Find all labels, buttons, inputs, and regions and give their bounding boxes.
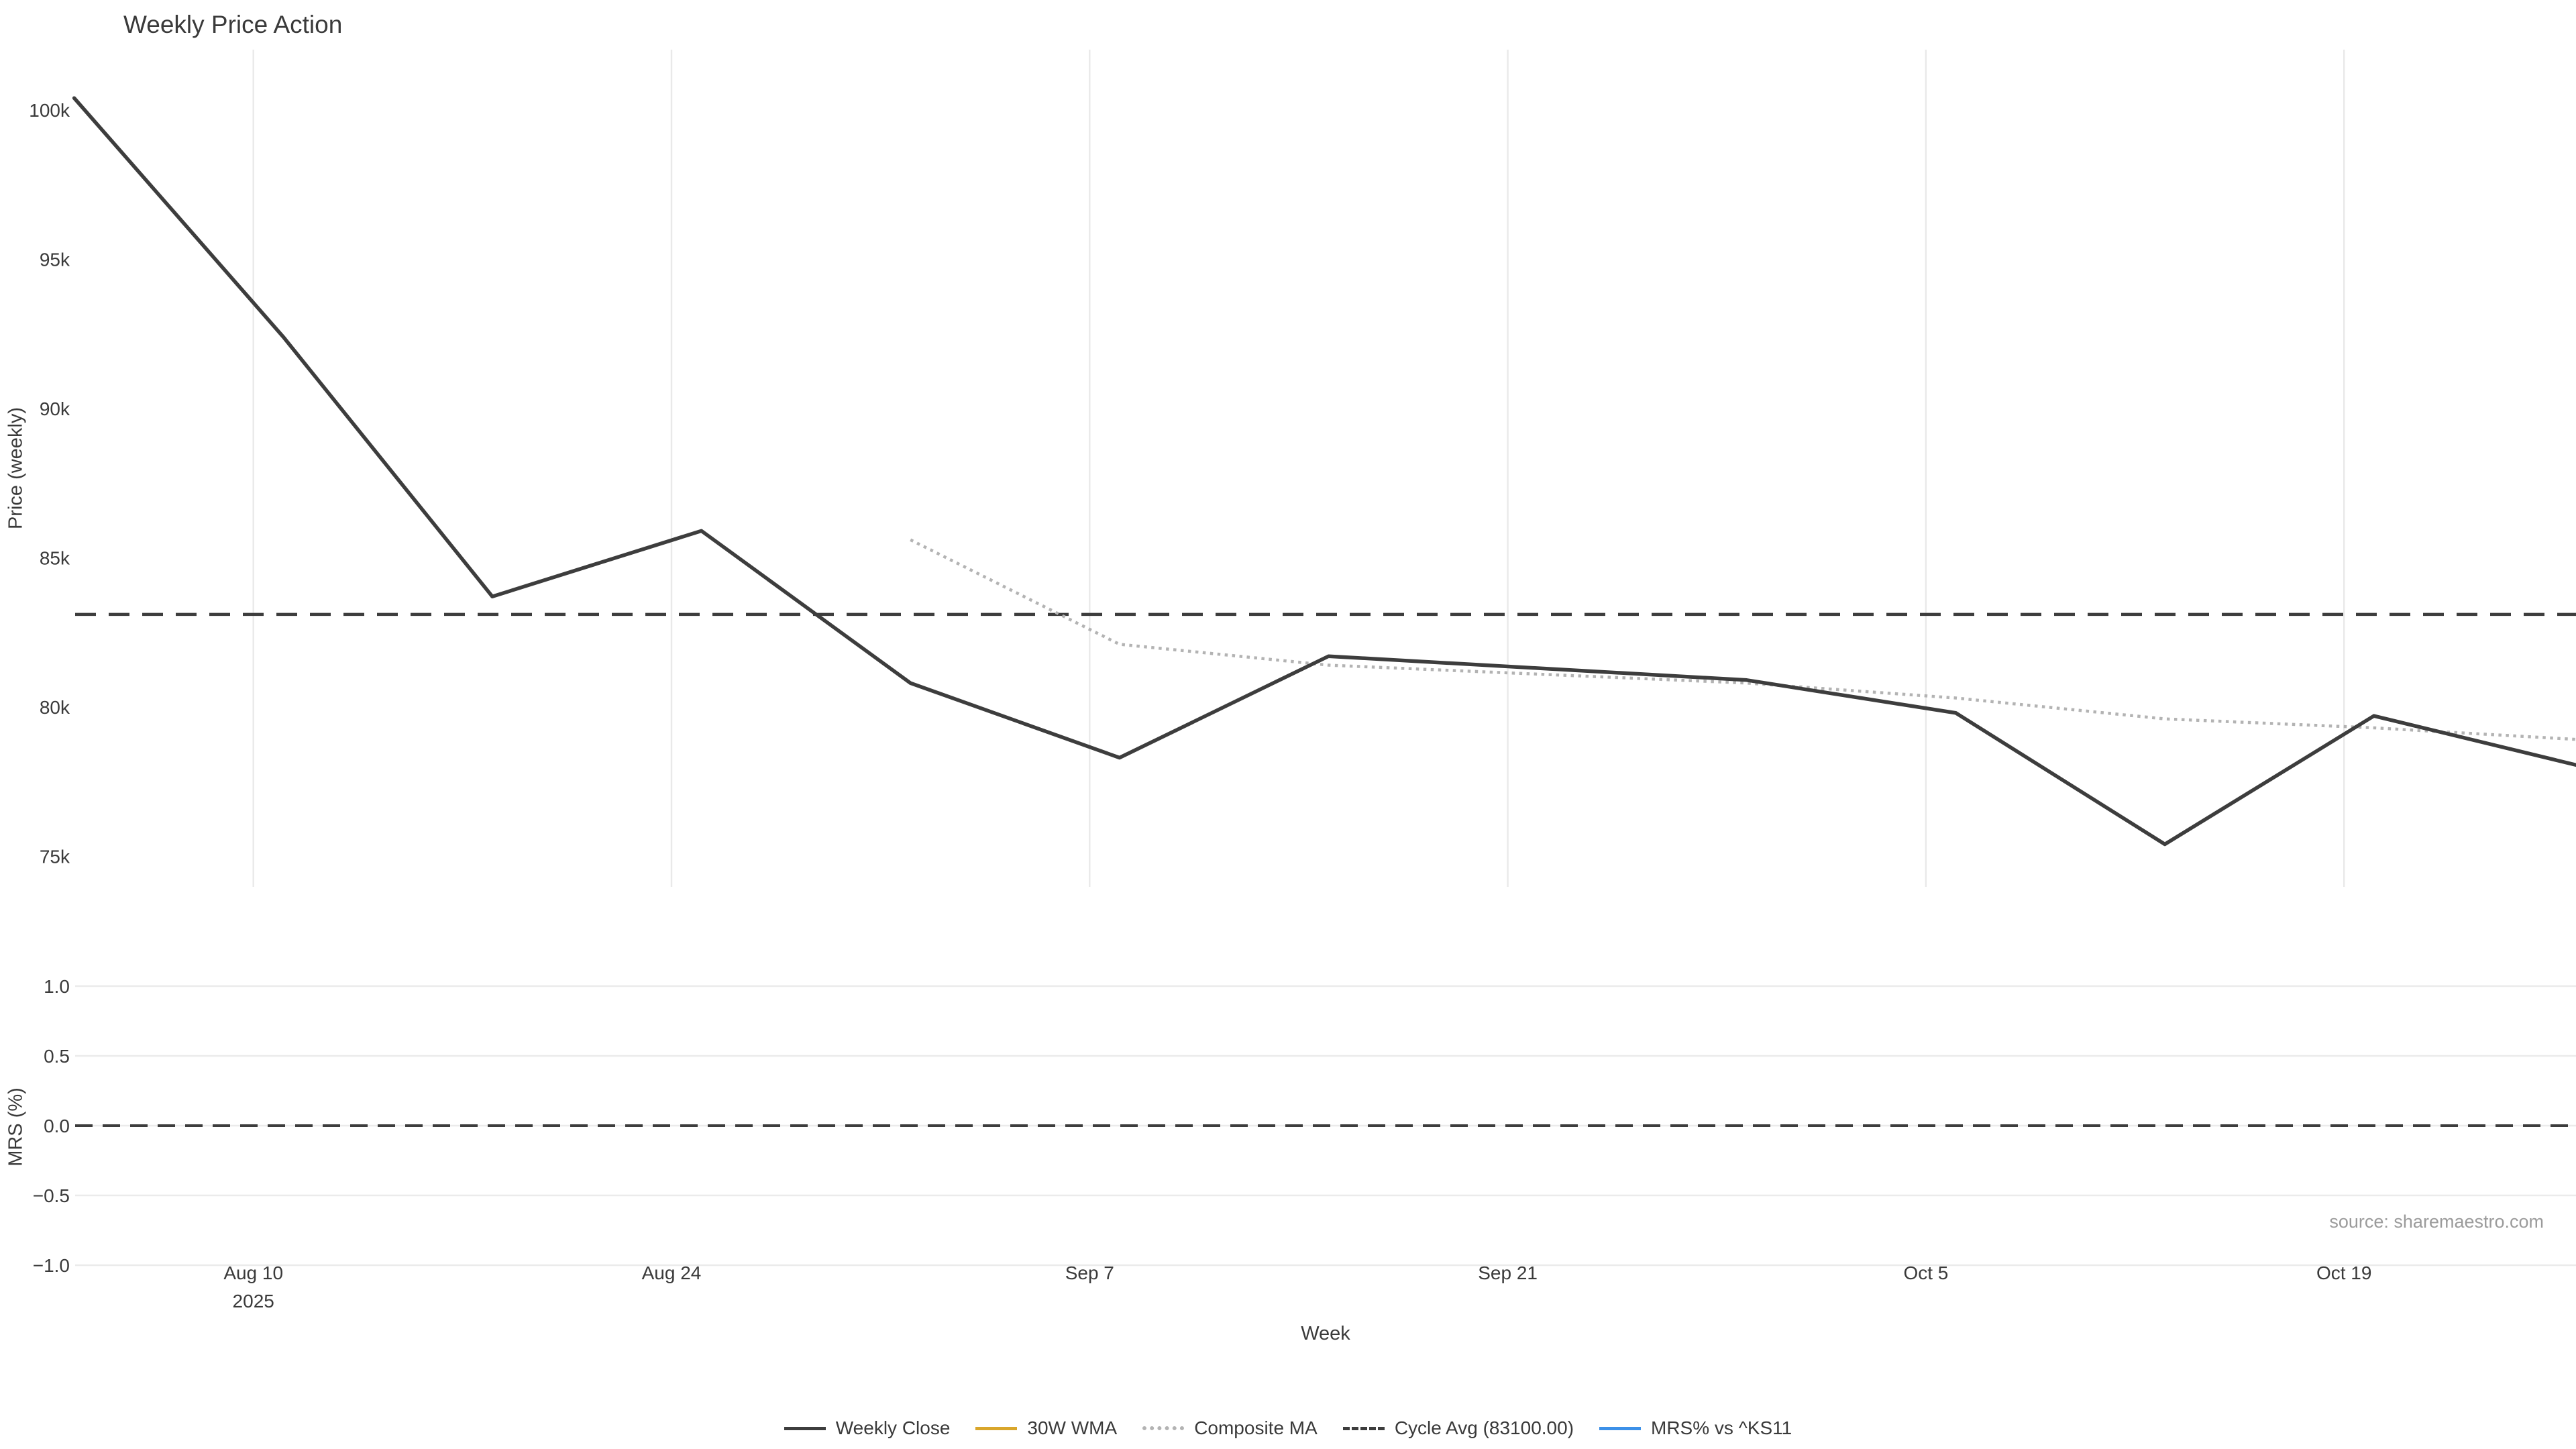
legend-label: MRS% vs ^KS11 [1651, 1417, 1792, 1438]
x-tick-sublabel: 2025 [233, 1291, 274, 1311]
mrs-tick-label: −0.5 [33, 1185, 70, 1206]
legend-label: Cycle Avg (83100.00) [1394, 1417, 1574, 1438]
source-note: source: sharemaestro.com [2329, 1212, 2544, 1232]
price-tick-label: 90k [40, 398, 70, 419]
chart-title: Weekly Price Action [123, 11, 343, 38]
price-tick-label: 85k [40, 547, 70, 568]
legend-item-30w-wma: 30W WMA [975, 1417, 1117, 1439]
price-tick-label: 80k [40, 697, 70, 718]
mrs-tick-label: 1.0 [44, 976, 70, 997]
price-axis-label: Price (weekly) [5, 407, 27, 530]
legend-swatch-mrs-vs-ks11 [1599, 1426, 1642, 1430]
composite-ma-line [910, 538, 2576, 741]
price-tick-label: 100k [29, 100, 70, 121]
mrs-axis-label: MRS (%) [5, 1087, 27, 1167]
mrs-tick-label: 0.5 [44, 1046, 70, 1067]
price-tick-label: 95k [40, 249, 70, 270]
legend-label: Composite MA [1194, 1417, 1318, 1438]
legend-swatch-cycle-avg-83100-00 [1342, 1426, 1385, 1430]
legend-swatch-composite-ma [1142, 1426, 1185, 1430]
legend-item-cycle-avg-83100-00: Cycle Avg (83100.00) [1342, 1417, 1574, 1439]
legend-item-composite-ma: Composite MA [1142, 1417, 1318, 1439]
legend-label: 30W WMA [1027, 1417, 1118, 1438]
legend-swatch-weekly-close [784, 1426, 826, 1430]
legend-label: Weekly Close [835, 1417, 951, 1438]
legend: Weekly Close 30W WMA Composite MA Cycle Avg… [0, 1411, 2576, 1445]
legend-swatch-30w-wma [975, 1426, 1018, 1430]
x-axis-label: Week [1301, 1323, 1350, 1344]
mrs-tick-label: 0.0 [44, 1116, 70, 1136]
legend-item-mrs-vs-ks11: MRS% vs ^KS11 [1599, 1417, 1792, 1439]
legend-item-weekly-close: Weekly Close [784, 1417, 951, 1439]
weekly-close-line [72, 96, 2576, 847]
mrs-tick-label: −1.0 [33, 1255, 70, 1276]
price-tick-label: 75k [40, 846, 70, 867]
